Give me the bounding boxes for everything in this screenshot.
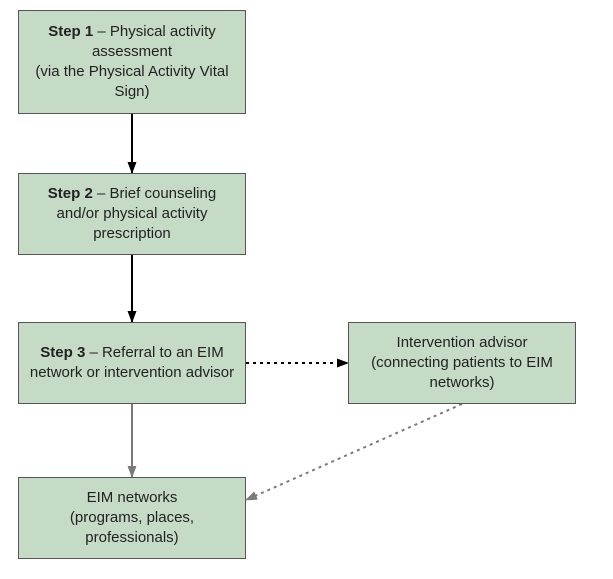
node-step3-label: Step 3 – Referral to an EIM network or i…: [29, 343, 235, 384]
node-step2-label: Step 2 – Brief counseling and/or physica…: [29, 184, 235, 245]
node-step1-label: Step 1 – Physical activity assessment (v…: [29, 22, 235, 103]
node-step2: Step 2 – Brief counseling and/or physica…: [18, 173, 246, 255]
node-step1: Step 1 – Physical activity assessment (v…: [18, 10, 246, 114]
step1-step: Step 1: [48, 23, 93, 40]
advisor-text: Intervention advisor: [397, 334, 528, 351]
node-step3: Step 3 – Referral to an EIM network or i…: [18, 322, 246, 404]
flowchart-canvas: Step 1 – Physical activity assessment (v…: [0, 0, 613, 579]
node-advisor: Intervention advisor (connecting patient…: [348, 322, 576, 404]
step2-step: Step 2: [48, 185, 93, 202]
advisor-subtext: (connecting patients to EIM networks): [371, 354, 553, 391]
step1-text: – Physical activity assessment: [92, 23, 216, 60]
edge-advisor-networks: [246, 404, 462, 500]
networks-text: EIM networks: [87, 489, 178, 506]
networks-subtext: (programs, places, professionals): [70, 509, 194, 546]
step1-subtext: (via the Physical Activity Vital Sign): [35, 63, 228, 100]
step3-step: Step 3: [40, 344, 85, 361]
node-networks-label: EIM networks (programs, places, professi…: [29, 488, 235, 549]
node-networks: EIM networks (programs, places, professi…: [18, 477, 246, 559]
node-advisor-label: Intervention advisor (connecting patient…: [359, 333, 565, 394]
